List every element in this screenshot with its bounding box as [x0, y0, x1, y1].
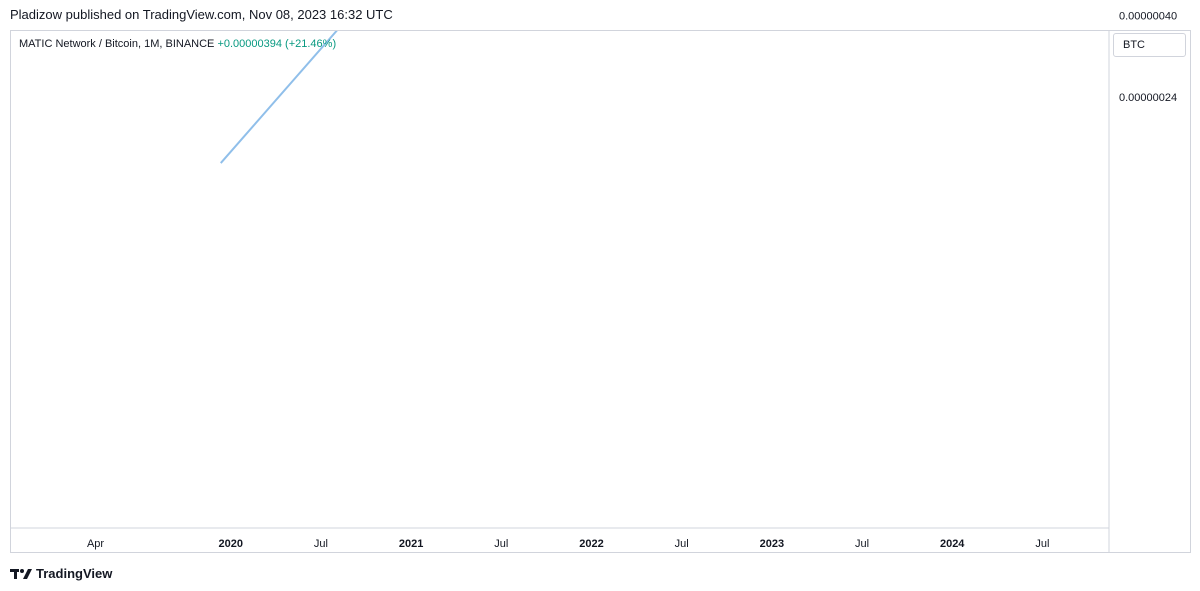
x-tick-label: 2021	[399, 538, 423, 550]
price-change: +0.00000394 (+21.46%)	[217, 38, 337, 50]
x-tick-label: Jul	[1035, 538, 1049, 550]
x-tick-label: 2022	[579, 538, 603, 550]
x-tick-label: 2023	[760, 538, 784, 550]
x-tick-label: 2024	[940, 538, 965, 550]
drawings-layer	[220, 31, 338, 164]
symbol-legend: MATIC Network / Bitcoin, 1M, BINANCE +0.…	[19, 38, 336, 50]
y-tick-label: 0.00000040	[1119, 10, 1177, 22]
x-tick-label: 2020	[219, 538, 243, 550]
x-tick-label: Jul	[494, 538, 508, 550]
channel-lower-line	[220, 31, 338, 164]
y-tick-label: 0.00000024	[1119, 92, 1177, 104]
tradingview-logo-icon	[10, 568, 32, 579]
x-tick-label: Jul	[314, 538, 328, 550]
chart-frame	[10, 30, 1191, 553]
y-axis: 0.000200000.000120000.000070000.00004000…	[1119, 10, 1177, 104]
symbol-name: MATIC Network / Bitcoin, 1M, BINANCE	[19, 38, 215, 50]
x-axis: Apr 2020 Jul 2021 Jul 2022 Jul 2023 Jul 2024 Jul	[87, 538, 1049, 550]
grid-layer	[11, 31, 1110, 553]
x-tick-label: Jul	[675, 538, 689, 550]
footer-brand[interactable]: TradingView	[10, 566, 112, 581]
brand-name: TradingView	[36, 566, 113, 581]
x-tick-label: Apr	[87, 538, 104, 550]
currency-selector[interactable]: BTC	[1113, 33, 1186, 57]
publish-info: Pladizow published on TradingView.com, N…	[10, 7, 393, 22]
x-tick-label: Jul	[855, 538, 869, 550]
